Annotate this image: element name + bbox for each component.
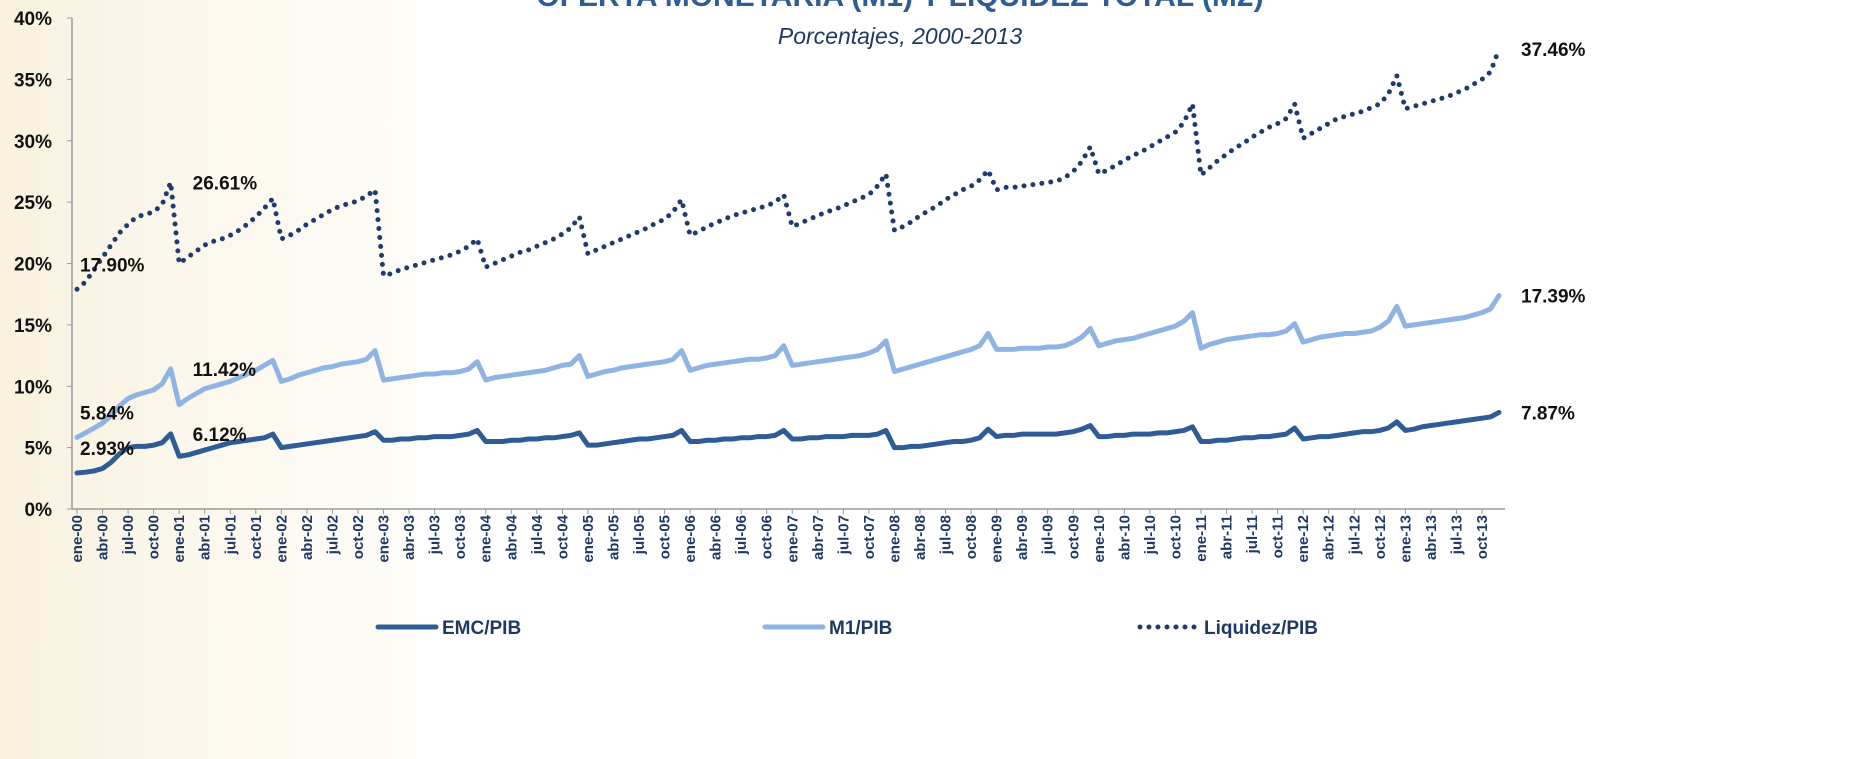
- x-tick-label: ene-11: [1193, 515, 1210, 562]
- data-label: 6.12%: [193, 425, 247, 446]
- y-tick-label: 15%: [14, 316, 52, 337]
- x-tick-label: ene-02: [273, 515, 290, 563]
- x-tick-label: jul-02: [324, 515, 341, 555]
- x-tick-label: ene-07: [784, 515, 801, 563]
- data-label: 5.84%: [80, 403, 134, 424]
- x-tick-label: ene-12: [1295, 515, 1312, 563]
- x-tick-label: jul-08: [938, 515, 955, 555]
- x-tick-label: ene-01: [171, 515, 188, 563]
- data-label: 2.93%: [80, 439, 134, 460]
- x-tick-label: ene-00: [69, 515, 86, 563]
- x-tick-label: ene-09: [989, 515, 1006, 563]
- x-tick-label: oct-11: [1270, 515, 1287, 558]
- legend-label: M1/PIB: [829, 618, 892, 639]
- x-tick-label: jul-06: [733, 515, 750, 555]
- series-line: [74, 46, 1502, 292]
- x-tick-label: abr-12: [1321, 515, 1338, 560]
- x-tick-label: oct-03: [452, 515, 469, 559]
- y-tick-label: 0%: [25, 500, 53, 521]
- x-tick-label: oct-10: [1167, 515, 1184, 559]
- x-tick-label: oct-00: [146, 515, 163, 559]
- x-tick-label: ene-05: [580, 515, 597, 563]
- x-tick-label: ene-10: [1091, 515, 1108, 563]
- y-tick-label: 35%: [14, 70, 52, 91]
- data-label: 17.90%: [80, 255, 145, 276]
- x-tick-label: jul-11: [1244, 515, 1261, 554]
- x-tick-label: oct-04: [554, 514, 571, 559]
- x-tick-label: abr-09: [1014, 515, 1031, 560]
- x-tick-label: ene-06: [682, 515, 699, 563]
- y-tick-label: 5%: [25, 439, 53, 460]
- x-tick-label: abr-05: [605, 515, 622, 560]
- data-label: 11.42%: [193, 360, 256, 381]
- y-tick-label: 25%: [14, 193, 52, 214]
- x-tick-label: jul-07: [835, 515, 852, 555]
- data-label: 26.61%: [193, 173, 258, 194]
- series-line: [74, 409, 1502, 476]
- x-tick-label: abr-01: [197, 515, 214, 560]
- x-tick-label: oct-12: [1372, 515, 1389, 559]
- x-tick-label: abr-06: [708, 515, 725, 560]
- x-tick-label: oct-13: [1474, 515, 1491, 559]
- y-tick-label: 40%: [14, 9, 52, 30]
- x-tick-label: jul-04: [529, 514, 546, 555]
- x-tick-label: ene-04: [478, 514, 495, 562]
- x-tick-label: oct-09: [1065, 515, 1082, 559]
- x-tick-label: oct-05: [657, 515, 674, 559]
- x-tick-label: oct-07: [861, 515, 878, 559]
- x-tick-label: jul-01: [222, 515, 239, 555]
- x-tick-label: abr-00: [95, 515, 112, 560]
- x-tick-label: abr-08: [912, 515, 929, 560]
- chart-title: OFERTA MONETARIA (M1) Y LIQUIDEZ TOTAL (…: [536, 0, 1263, 13]
- x-tick-label: oct-06: [759, 515, 776, 559]
- x-tick-label: ene-08: [886, 515, 903, 563]
- x-tick-label: abr-10: [1116, 515, 1133, 560]
- x-tick-label: oct-08: [963, 515, 980, 559]
- legend-label: Liquidez/PIB: [1204, 618, 1318, 639]
- x-tick-label: jul-00: [120, 515, 137, 555]
- data-label: 17.39%: [1521, 287, 1586, 308]
- x-tick-label: jul-03: [427, 515, 444, 555]
- data-label: 37.46%: [1521, 40, 1586, 61]
- x-tick-label: oct-01: [248, 515, 265, 559]
- x-tick-label: abr-11: [1219, 515, 1236, 559]
- x-tick-label: ene-03: [376, 515, 393, 563]
- x-tick-label: jul-09: [1040, 515, 1057, 555]
- y-tick-label: 30%: [14, 132, 52, 153]
- x-tick-label: oct-02: [350, 515, 367, 559]
- x-tick-label: jul-13: [1448, 515, 1465, 555]
- y-tick-label: 10%: [14, 377, 52, 398]
- x-tick-label: abr-13: [1423, 515, 1440, 560]
- x-tick-label: abr-07: [810, 515, 827, 560]
- y-tick-label: 20%: [14, 255, 52, 276]
- x-tick-label: jul-10: [1142, 515, 1159, 555]
- watermark: [0, 0, 415, 759]
- x-tick-label: jul-05: [631, 515, 648, 555]
- x-tick-label: ene-13: [1397, 515, 1414, 563]
- x-tick-label: jul-12: [1346, 515, 1363, 555]
- x-tick-label: abr-02: [299, 515, 316, 560]
- data-label: 7.87%: [1521, 403, 1575, 424]
- x-tick-label: abr-03: [401, 515, 418, 560]
- chart-subtitle: Porcentajes, 2000-2013: [778, 23, 1022, 49]
- x-tick-label: abr-04: [503, 514, 520, 560]
- legend-label: EMC/PIB: [442, 618, 521, 639]
- series-line: [74, 293, 1502, 440]
